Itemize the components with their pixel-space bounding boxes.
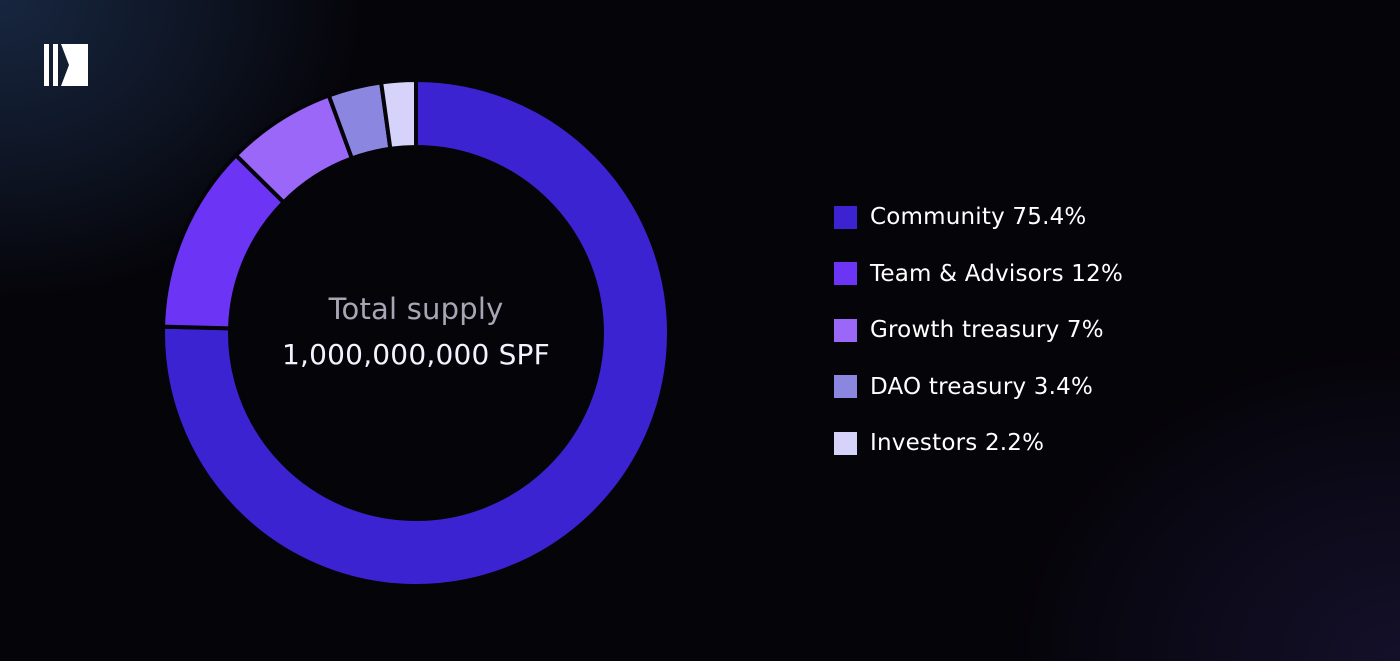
legend-item-community: Community 75.4%	[834, 201, 1254, 233]
legend-label-dao-treasury: DAO treasury 3.4%	[870, 373, 1094, 400]
legend-item-investors: Investors 2.2%	[834, 427, 1254, 459]
chart-center-title: Total supply	[328, 292, 504, 326]
legend-swatch-community	[834, 205, 857, 229]
legend-item-team-advisors: Team & Advisors 12%	[834, 258, 1254, 290]
legend-item-growth-treasury: Growth treasury 7%	[834, 314, 1254, 346]
brand-logo-icon	[44, 44, 90, 88]
pie-slice-community	[161, 77, 671, 588]
legend-label-community: Community 75.4%	[870, 204, 1087, 230]
chart-center-value: 1,000,000,000 SPF	[282, 338, 550, 371]
legend-swatch-team-advisors	[834, 262, 857, 285]
pie-slice-investors	[378, 77, 418, 152]
chart-legend: Community 75.4% Team & Advisors 12% Growth…	[834, 201, 1254, 484]
legend-label-investors: Investors 2.2%	[870, 430, 1045, 456]
legend-item-dao-treasury: DAO treasury 3.4%	[834, 371, 1254, 403]
legend-label-team-advisors: Team & Advisors 12%	[870, 260, 1124, 287]
legend-swatch-growth-treasury	[834, 318, 857, 342]
legend-swatch-investors	[834, 431, 857, 455]
legend-swatch-dao-treasury	[834, 375, 857, 398]
legend-label-growth-treasury: Growth treasury 7%	[870, 317, 1104, 343]
